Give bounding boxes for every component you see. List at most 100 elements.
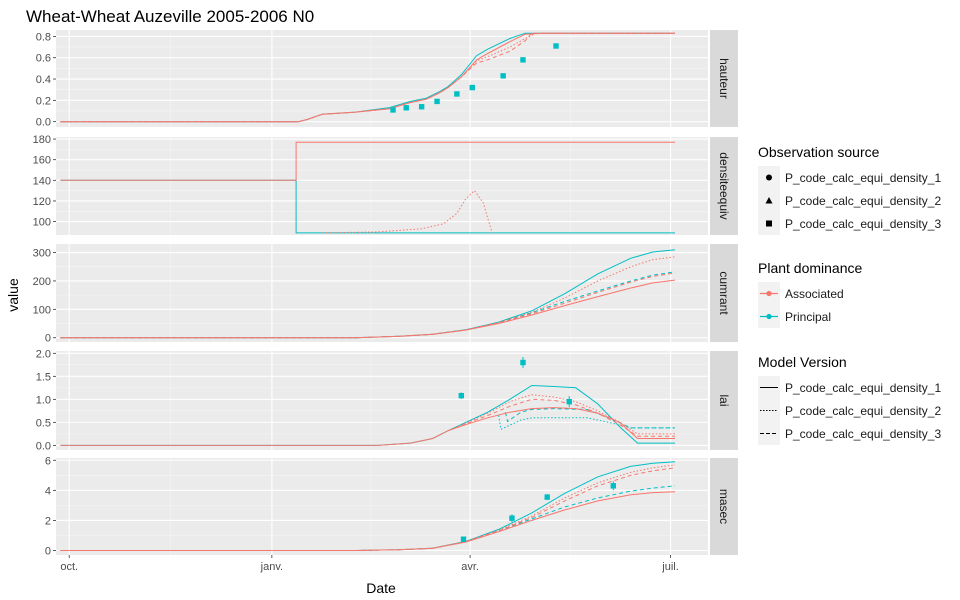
y-tick-label: 100 [33,304,51,316]
dashed-line-icon [758,422,780,445]
y-tick-label: 1.5 [36,371,51,383]
legend-label: P_code_calc_equi_density_1 [785,380,942,395]
y-tick-label: 180 [33,134,51,146]
circle-icon [758,166,780,189]
y-tick-label: 0.6 [36,53,51,65]
observation-point [469,84,476,91]
y-tick-label: 0.4 [36,74,51,86]
series-line [60,467,676,551]
y-tick-label: 100 [33,217,51,229]
series-line [498,415,675,431]
observation-point [520,359,526,366]
y-tick-label: 0 [45,333,51,345]
solid-line-icon [758,376,780,399]
y-tick-label: 0.0 [36,440,51,452]
y-tick-label: 200 [33,276,51,288]
facet-strip-label: masec [717,489,731,524]
facet-strip [710,244,738,342]
legend-title: Observation source [758,144,880,160]
observation-point [460,536,467,542]
observation-point [509,515,515,521]
y-axis-label: value [5,278,21,312]
legend-item: P_code_calc_equi_density_2 [752,399,957,422]
x-axis: oct. janv. avr. juil. [60,555,679,573]
y-tick-label: 300 [33,248,51,260]
facet-strip [710,458,738,555]
legend-plant-dominance: Plant dominance Associated Principal [752,260,957,328]
series-line [504,408,675,429]
line-point-icon [758,282,780,305]
y-tick-label: 2.0 [36,348,51,360]
y-tick-label: 0.2 [36,95,51,107]
legend-item: Principal [752,305,957,328]
x-tick-label: juil. [661,561,679,573]
y-tick-label: 6 [45,455,51,467]
series-line [447,398,675,437]
observation-point [500,73,506,79]
panel-background [56,351,708,450]
panel-hauteur: 0.0 0.2 0.4 0.6 0.8 hauteur [36,30,738,129]
x-tick-label: avr. [461,561,479,573]
legend-label: P_code_calc_equi_density_3 [785,216,942,231]
observation-point [403,105,409,111]
y-tick-label: 0.5 [36,417,51,429]
legend-title: Model Version [758,354,847,370]
legend-title: Plant dominance [758,260,863,276]
series-line [60,141,675,181]
observation-point [553,43,559,49]
x-tick-label: oct. [60,561,78,573]
panel-background [56,244,708,342]
series-line [60,32,675,123]
series-line [60,272,676,339]
facet-strip-label: cumrant [717,271,731,315]
square-icon [758,212,780,235]
facet-strip-label: densiteequiv [717,152,731,219]
triangle-icon [758,189,780,212]
x-axis-label: Date [366,580,396,596]
y-tick-label: 140 [33,175,51,187]
observation-point [390,107,396,113]
x-tick-label: janv. [260,561,283,573]
observation-point [520,57,526,63]
y-tick-label: 1.0 [36,394,51,406]
legend-label: Associated [785,286,844,301]
observation-point [610,483,616,489]
legend-label: Principal [785,309,832,324]
facet-strip [710,137,738,235]
y-tick-label: 0.8 [36,31,51,43]
legend-label: P_code_calc_equi_density_2 [785,193,942,208]
legend-model-version: Model Version P_code_calc_equi_density_1… [752,354,957,445]
y-tick-label: 4 [45,485,51,497]
y-tick-label: 160 [33,155,51,167]
legend-label: P_code_calc_equi_density_1 [785,170,942,185]
y-tick-label: 0 [45,545,51,557]
dotted-line-icon [758,399,780,422]
line-point-icon [758,305,780,328]
series-line [447,394,675,435]
observation-point [454,91,460,97]
series-line [60,32,675,123]
legend-item: P_code_calc_equi_density_2 [752,189,957,212]
y-tick-label: 120 [33,196,51,208]
panel-background [56,137,708,235]
y-tick-label: 2 [45,515,51,527]
facet-strip [710,30,738,127]
legend-label: P_code_calc_equi_density_3 [785,426,942,441]
observation-point [544,494,550,500]
observation-point [566,398,572,405]
legend-item: P_code_calc_equi_density_3 [752,212,957,235]
panel-densiteequiv: 100 120 140 160 180 densiteequiv [33,134,738,235]
series-line [60,407,675,446]
panel-lai: 0.0 0.5 1.0 1.5 2.0 lai [36,348,738,452]
observation-point [458,392,464,399]
panel-cumrant: 0 100 200 300 cumrant [33,244,738,345]
legend-observation-source: Observation source P_code_calc_equi_dens… [752,144,957,235]
panel-background [56,458,708,555]
chart-title: Wheat-Wheat Auzeville 2005-2006 N0 [26,7,314,26]
legend-label: P_code_calc_equi_density_2 [785,403,942,418]
observation-point [434,98,440,105]
y-tick-label: 0.0 [36,117,51,129]
legend-item: P_code_calc_equi_density_1 [752,166,957,189]
legend-item: Associated [752,282,957,305]
